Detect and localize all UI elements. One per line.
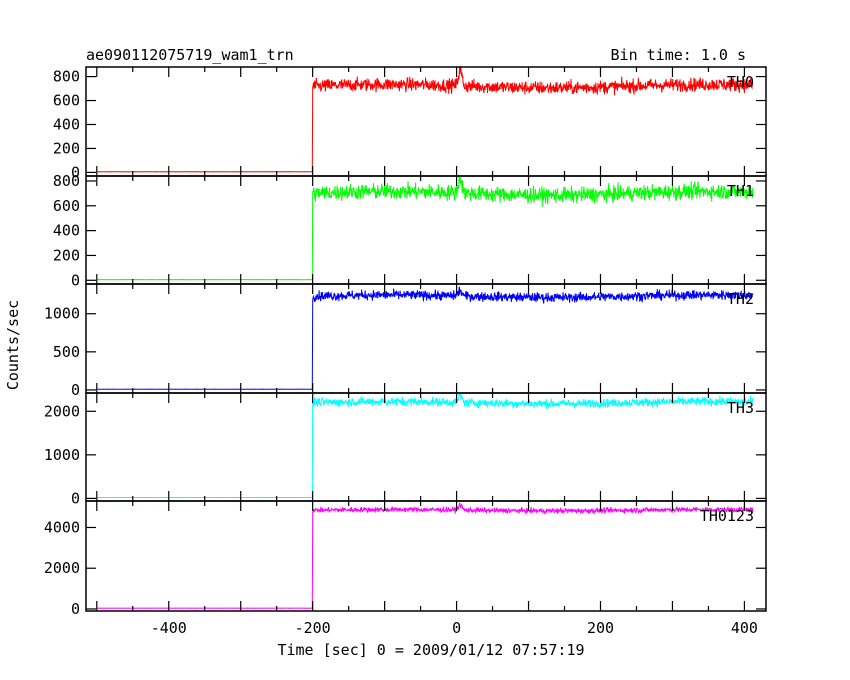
series-label: TH0123	[700, 507, 754, 525]
y-tick-label: 2000	[44, 559, 80, 577]
y-tick-label: 0	[71, 600, 80, 618]
y-tick-label: 200	[53, 139, 80, 157]
series-label: TH2	[727, 290, 754, 308]
panel-frame	[85, 500, 767, 612]
y-tick-label: 400	[53, 115, 80, 133]
series-th1	[96, 175, 754, 281]
y-tick-label: 600	[53, 197, 80, 215]
panel-frame	[85, 392, 767, 502]
y-tick-label: 0	[71, 489, 80, 507]
series-th2	[96, 286, 754, 390]
series-th0123	[96, 501, 754, 609]
chart-title-left: ae090112075719_wam1_trn	[86, 46, 294, 64]
panel-th0: 0 200 400 600 800 TH0	[53, 65, 767, 181]
panel-th3: 0 1000 2000 TH3	[44, 391, 767, 507]
series-th0	[96, 65, 754, 173]
panel-th1: 0 200 400 600 800 TH1	[53, 172, 767, 289]
y-axis-label: Counts/sec	[4, 300, 22, 390]
y-tick-label: 1000	[44, 446, 80, 464]
series-label: TH1	[727, 182, 754, 200]
y-tick-label: 2000	[44, 402, 80, 420]
x-tick-label: -400	[151, 619, 187, 637]
y-tick-label: 800	[53, 172, 80, 190]
panel-frame	[85, 283, 767, 394]
y-tick-label: 0	[71, 271, 80, 289]
panel-th0123: 0 2000 4000 TH0123 -400 -200 0 200 400	[44, 500, 767, 637]
y-tick-label: 4000	[44, 518, 80, 536]
panel-th2: 0 500 1000 TH2	[44, 283, 767, 399]
y-tick-label: 1000	[44, 305, 80, 323]
panels-group: 0 200 400 600 800 TH0 0 200 400 600 800 TH1 0 500 1000…	[44, 65, 767, 637]
x-axis-label: Time [sec] 0 = 2009/01/12 07:57:19	[277, 641, 584, 659]
x-tick-label: -200	[295, 619, 331, 637]
y-tick-label: 800	[53, 68, 80, 86]
x-tick-label: 0	[452, 619, 461, 637]
y-tick-label: 0	[71, 163, 80, 181]
y-tick-label: 0	[71, 381, 80, 399]
series-th3	[96, 391, 754, 499]
series-label: TH3	[727, 399, 754, 417]
chart-title-right: Bin time: 1.0 s	[611, 46, 746, 64]
y-tick-label: 200	[53, 246, 80, 264]
y-tick-label: 400	[53, 222, 80, 240]
y-tick-label: 600	[53, 92, 80, 110]
x-tick-label: 400	[731, 619, 758, 637]
y-tick-label: 500	[53, 343, 80, 361]
x-tick-label: 200	[587, 619, 614, 637]
series-label: TH0	[727, 73, 754, 91]
